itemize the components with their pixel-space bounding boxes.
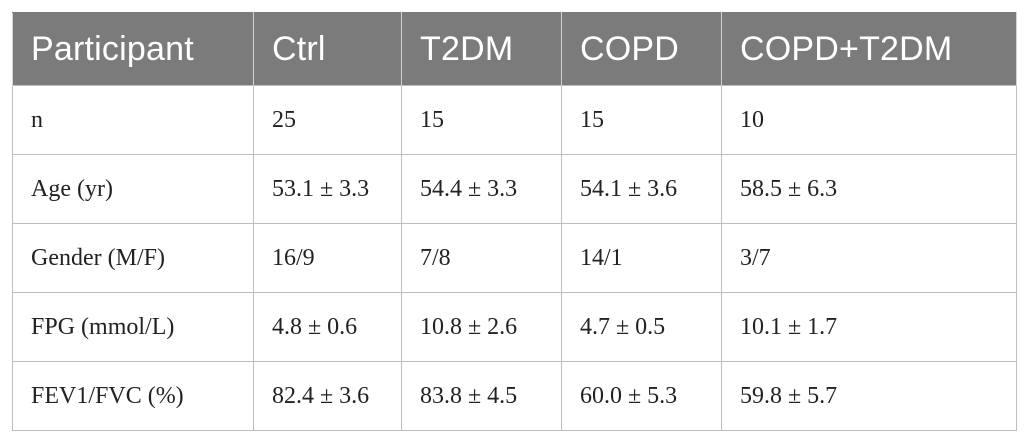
- table-cell: 60.0 ± 5.3: [561, 361, 722, 431]
- table-row: Age (yr) 53.1 ± 3.3 54.4 ± 3.3 54.1 ± 3.…: [12, 154, 1017, 224]
- table-cell: 3/7: [721, 223, 1017, 293]
- table-cell: 54.1 ± 3.6: [561, 154, 722, 224]
- table-header-row: Participant Ctrl T2DM COPD COPD+T2DM: [12, 12, 1017, 86]
- header-copd: COPD: [561, 12, 722, 86]
- table-row: n 25 15 15 10: [12, 85, 1017, 155]
- row-label-n: n: [12, 85, 254, 155]
- table-row: FPG (mmol/L) 4.8 ± 0.6 10.8 ± 2.6 4.7 ± …: [12, 292, 1017, 362]
- table-cell: 10.8 ± 2.6: [401, 292, 562, 362]
- table-cell: 59.8 ± 5.7: [721, 361, 1017, 431]
- table-cell: 82.4 ± 3.6: [253, 361, 402, 431]
- header-copd-t2dm: COPD+T2DM: [721, 12, 1017, 86]
- table-row: Gender (M/F) 16/9 7/8 14/1 3/7: [12, 223, 1017, 293]
- row-label-age: Age (yr): [12, 154, 254, 224]
- table-cell: 7/8: [401, 223, 562, 293]
- table-cell: 53.1 ± 3.3: [253, 154, 402, 224]
- table-cell: 25: [253, 85, 402, 155]
- participant-characteristics-table: Participant Ctrl T2DM COPD COPD+T2DM n 2…: [12, 12, 1017, 431]
- header-t2dm: T2DM: [401, 12, 562, 86]
- participant-table-container: Participant Ctrl T2DM COPD COPD+T2DM n 2…: [12, 12, 1017, 431]
- table-row: FEV1/FVC (%) 82.4 ± 3.6 83.8 ± 4.5 60.0 …: [12, 361, 1017, 431]
- header-ctrl: Ctrl: [253, 12, 402, 86]
- table-cell: 10: [721, 85, 1017, 155]
- table-cell: 4.8 ± 0.6: [253, 292, 402, 362]
- table-cell: 4.7 ± 0.5: [561, 292, 722, 362]
- table-cell: 10.1 ± 1.7: [721, 292, 1017, 362]
- table-cell: 15: [561, 85, 722, 155]
- table-cell: 14/1: [561, 223, 722, 293]
- row-label-fpg: FPG (mmol/L): [12, 292, 254, 362]
- table-cell: 15: [401, 85, 562, 155]
- table-cell: 16/9: [253, 223, 402, 293]
- table-cell: 83.8 ± 4.5: [401, 361, 562, 431]
- header-participant: Participant: [12, 12, 254, 86]
- table-cell: 58.5 ± 6.3: [721, 154, 1017, 224]
- table-cell: 54.4 ± 3.3: [401, 154, 562, 224]
- row-label-fev1-fvc: FEV1/FVC (%): [12, 361, 254, 431]
- row-label-gender: Gender (M/F): [12, 223, 254, 293]
